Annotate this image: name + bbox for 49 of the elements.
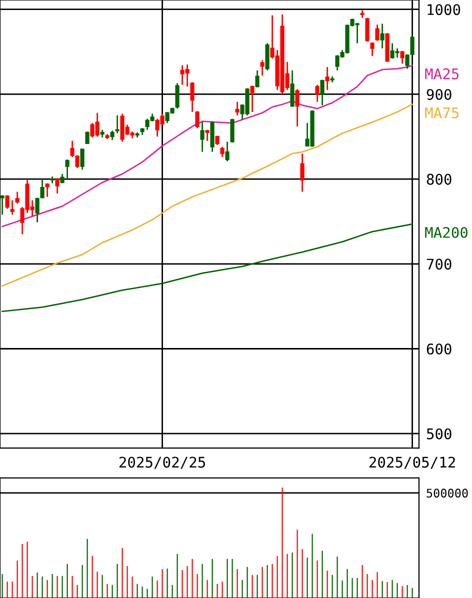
- candlestick: [260, 60, 264, 76]
- candlestick: [375, 24, 380, 42]
- candlestick: [315, 84, 320, 103]
- candlestick: [235, 101, 240, 116]
- candlestick: [400, 50, 404, 64]
- candlestick: [290, 70, 294, 108]
- series-label: MA25: [425, 68, 459, 80]
- candlestick: [55, 177, 60, 194]
- candlestick: [200, 120, 204, 153]
- candlestick: [300, 152, 304, 192]
- line-series: [2, 64, 413, 228]
- line-series: [2, 104, 413, 287]
- candlestick: [250, 85, 254, 113]
- y-tick-label: 900: [426, 88, 452, 100]
- candlestick: [110, 130, 114, 141]
- y-tick-label: 800: [426, 174, 452, 185]
- series-label: MA200: [425, 226, 468, 238]
- y-tick-label: 1000: [428, 4, 460, 16]
- candlestick: [320, 79, 324, 106]
- y-tick-label: 700: [426, 258, 452, 270]
- y-tick-label: 500: [426, 428, 452, 440]
- line-series: [2, 223, 413, 312]
- candlestick: [5, 194, 10, 210]
- candlestick: [10, 200, 14, 216]
- candlestick: [265, 42, 270, 72]
- candlestick: [15, 191, 20, 204]
- x-tick-label: 2025/05/12: [369, 456, 455, 469]
- y-tick-label: 500000: [426, 488, 468, 498]
- candlestick: [210, 120, 214, 153]
- candlestick: [175, 82, 180, 110]
- candlestick: [60, 173, 64, 184]
- candlestick: [85, 130, 90, 144]
- y-tick-label: 600: [426, 344, 452, 355]
- candlestick: [190, 82, 194, 113]
- series-label: MA75: [425, 108, 459, 118]
- candlestick: [195, 110, 200, 129]
- candlestick: [225, 141, 230, 162]
- candlestick: [380, 23, 384, 50]
- candlestick: [65, 158, 70, 180]
- candlestick: [325, 66, 330, 91]
- candlestick: [370, 42, 374, 57]
- candlestick: [45, 182, 50, 198]
- candlestick: [220, 146, 224, 158]
- candlestick: [295, 88, 300, 128]
- candlestick: [80, 148, 84, 170]
- candlestick: [0, 194, 4, 216]
- candlestick: [115, 114, 120, 134]
- x-tick-label: 2025/02/25: [119, 456, 206, 469]
- candlestick: [255, 70, 260, 88]
